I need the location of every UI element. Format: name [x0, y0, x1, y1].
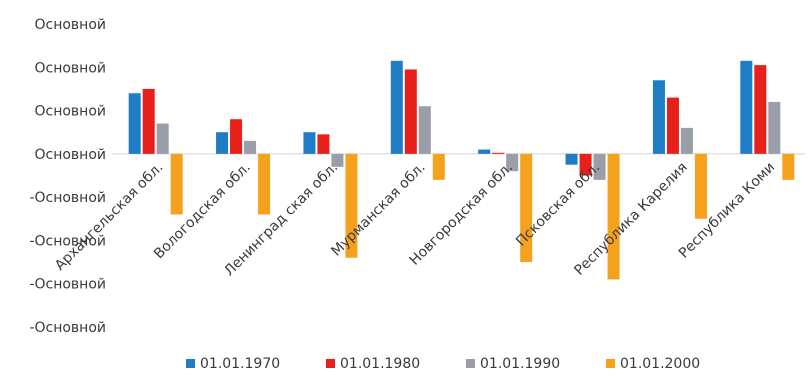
bar: [652, 80, 665, 154]
bar: [492, 152, 505, 154]
bar: [128, 93, 141, 154]
category-label: Мурманская обл.: [328, 159, 428, 259]
bar: [404, 69, 417, 154]
bar: [345, 153, 358, 258]
bar: [680, 127, 693, 154]
legend-swatch: [326, 359, 335, 368]
bar: [244, 140, 257, 154]
y-tick-label: -Основной: [29, 320, 106, 336]
category-label: Вологодская обл.: [151, 159, 254, 262]
y-tick-label: -Основной: [29, 190, 106, 206]
bar: [593, 153, 606, 180]
y-tick-label: -Основной: [29, 277, 106, 293]
category-labels: Архангельская обл.Вологодская обл.Ленинг…: [52, 159, 778, 279]
bar: [754, 65, 767, 154]
y-tick-label: -Основной: [29, 233, 106, 249]
bar: [432, 153, 445, 180]
bar: [478, 149, 491, 154]
bars-group: [128, 60, 795, 280]
bar: [142, 88, 155, 154]
y-tick-label: Основной: [34, 104, 106, 120]
bar: [506, 153, 519, 172]
bar: [170, 153, 183, 215]
category-label: Республика Коми: [676, 159, 778, 261]
legend-label: 01.01.1980: [340, 356, 420, 372]
legend-label: 01.01.1970: [200, 356, 280, 372]
legend-label: 01.01.2000: [620, 356, 700, 372]
bar: [390, 60, 403, 154]
bar: [666, 97, 679, 154]
legend-label: 01.01.1990: [480, 356, 560, 372]
bar: [607, 153, 620, 280]
y-tick-label: Основной: [34, 60, 106, 76]
y-tick-label: Основной: [34, 147, 106, 163]
bar: [258, 153, 271, 215]
bar: [768, 101, 781, 154]
bar: [230, 119, 243, 154]
bar: [565, 153, 578, 165]
bar: [579, 153, 592, 176]
bar: [317, 134, 330, 154]
legend-swatch: [606, 359, 615, 368]
bar: [740, 60, 753, 154]
legend: 01.01.1970 01.01.1980 01.01.1990 01.01.2000: [186, 356, 700, 372]
bar: [694, 153, 707, 219]
bar: [156, 123, 169, 154]
legend-swatch: [466, 359, 475, 368]
bar: [520, 153, 533, 263]
bar: [216, 132, 229, 154]
bar: [782, 153, 795, 180]
y-axis-ticks: Основной Основной Основной Основной -Основно…: [29, 17, 106, 336]
y-tick-label: Основной: [34, 17, 106, 33]
bar: [331, 153, 344, 167]
legend-swatch: [186, 359, 195, 368]
bar: [303, 132, 316, 154]
bar: [418, 106, 431, 154]
category-label: Архангельская обл.: [52, 159, 166, 273]
